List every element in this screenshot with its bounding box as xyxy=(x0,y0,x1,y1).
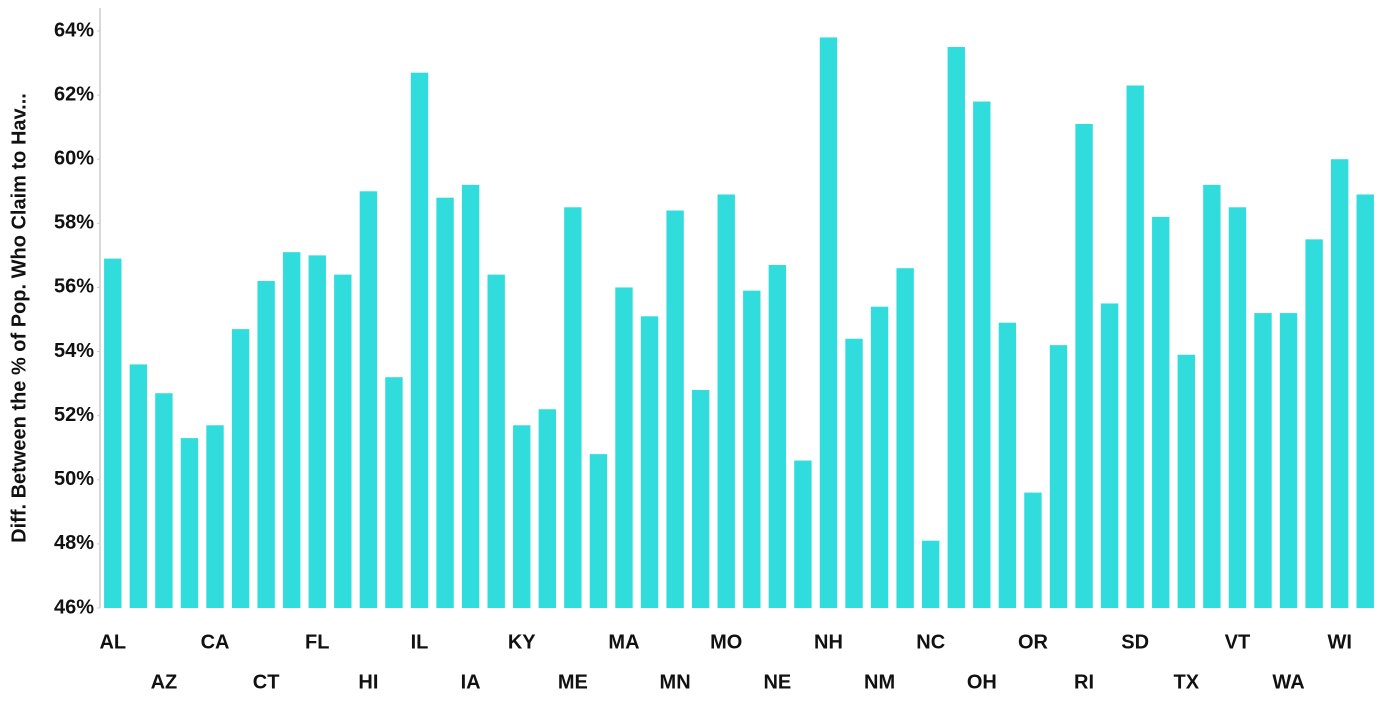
bar xyxy=(922,540,940,608)
x-tick-label: CT xyxy=(253,671,280,693)
bar xyxy=(896,268,914,608)
x-tick-label: VT xyxy=(1225,631,1251,653)
x-tick-label: NH xyxy=(814,631,843,653)
bar xyxy=(104,258,122,608)
x-tick-label: NE xyxy=(763,671,791,693)
x-tick-label: TX xyxy=(1174,671,1200,693)
bar xyxy=(1228,207,1247,609)
bar xyxy=(564,207,582,609)
x-tick-label: IL xyxy=(411,631,429,653)
bar xyxy=(231,329,250,608)
x-tick-label: ME xyxy=(558,671,588,693)
bar xyxy=(1254,313,1272,608)
bar xyxy=(513,425,531,608)
bar xyxy=(206,425,224,608)
bar xyxy=(640,316,659,608)
bar xyxy=(1305,239,1323,608)
bar xyxy=(1024,492,1042,608)
x-tick-label: RI xyxy=(1074,671,1094,693)
bar xyxy=(1279,313,1298,608)
y-tick-label: 46% xyxy=(54,596,94,618)
y-tick-label: 50% xyxy=(54,468,94,490)
y-tick-label: 56% xyxy=(54,276,94,298)
x-tick-label: CA xyxy=(201,631,230,653)
x-tick-label: WA xyxy=(1272,671,1304,693)
bar xyxy=(998,322,1017,608)
bar xyxy=(461,184,480,608)
bar xyxy=(283,252,301,608)
bar xyxy=(589,454,608,608)
bar xyxy=(1177,354,1195,608)
x-tick-label: AZ xyxy=(151,671,178,693)
x-tick-label: MO xyxy=(710,631,742,653)
x-tick-label: IA xyxy=(461,671,481,693)
y-tick-label: 48% xyxy=(54,532,94,554)
bar xyxy=(129,364,148,608)
y-axis-label: Diff. Between the % of Pop. Who Claim to… xyxy=(8,93,30,543)
x-tick-label: KY xyxy=(508,631,536,653)
bar xyxy=(1356,194,1374,608)
y-tick-label: 62% xyxy=(54,83,94,105)
bar xyxy=(359,191,378,608)
bar xyxy=(615,287,633,608)
bar xyxy=(973,101,991,609)
bar xyxy=(1049,345,1068,608)
bar xyxy=(845,338,863,608)
y-tick-label: 64% xyxy=(54,19,94,41)
x-tick-label: OH xyxy=(967,671,997,693)
bar xyxy=(1075,123,1093,608)
y-tick-label: 52% xyxy=(54,404,94,426)
bar xyxy=(308,255,326,608)
bar xyxy=(410,72,429,608)
x-tick-label: NC xyxy=(916,631,945,653)
bar xyxy=(1330,159,1349,608)
x-tick-label: MN xyxy=(660,671,691,693)
x-tick-label: SD xyxy=(1121,631,1149,653)
y-tick-label: 58% xyxy=(54,212,94,234)
bar xyxy=(155,393,173,608)
y-tick-label: 54% xyxy=(54,340,94,362)
bar xyxy=(768,265,787,608)
bar xyxy=(436,197,454,608)
bar xyxy=(334,274,352,608)
x-tick-label: HI xyxy=(358,671,378,693)
bar xyxy=(1100,303,1119,608)
bar xyxy=(947,47,965,609)
bar xyxy=(1152,216,1170,608)
bar xyxy=(1126,85,1144,608)
bar xyxy=(385,377,403,608)
x-tick-label: AL xyxy=(99,631,126,653)
bar xyxy=(870,306,889,608)
x-tick-label: MA xyxy=(608,631,639,653)
bar xyxy=(180,438,199,608)
x-tick-label: NM xyxy=(864,671,895,693)
bar xyxy=(487,274,505,608)
bar xyxy=(691,390,710,608)
bar xyxy=(538,409,556,608)
bar xyxy=(717,194,735,608)
bar xyxy=(1203,184,1221,608)
y-tick-label: 60% xyxy=(54,148,94,170)
bar xyxy=(794,460,812,608)
bar xyxy=(257,281,275,608)
x-tick-label: WI xyxy=(1327,631,1351,653)
bar xyxy=(666,210,684,608)
x-tick-label: OR xyxy=(1018,631,1049,653)
x-tick-label: FL xyxy=(305,631,329,653)
bar xyxy=(819,37,838,608)
bar xyxy=(743,290,761,608)
